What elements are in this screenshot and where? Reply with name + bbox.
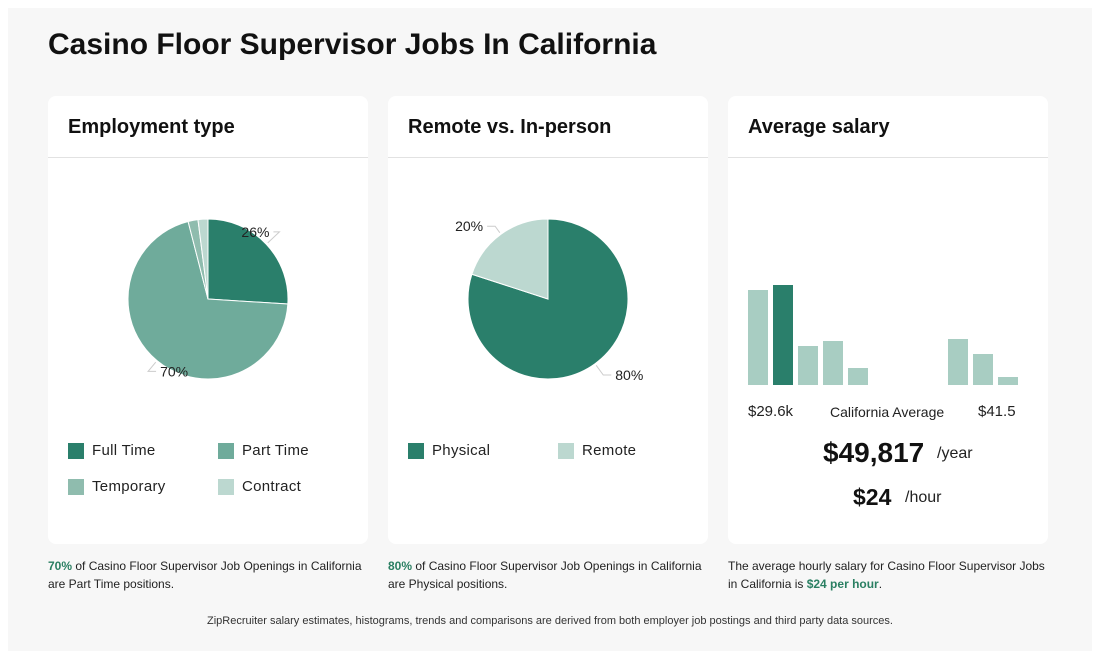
legend-remote: Remote bbox=[558, 442, 636, 459]
histogram-bar bbox=[823, 341, 843, 385]
pie-label-leader-physical bbox=[595, 365, 612, 376]
legend-label-temporary: Temporary bbox=[92, 478, 166, 495]
histogram-max-label: $41.5 bbox=[978, 403, 1016, 420]
histogram-bar bbox=[998, 377, 1018, 385]
legend-label-contract: Contract bbox=[242, 478, 302, 495]
pie-label-remote: 20% bbox=[455, 218, 483, 234]
legend-swatch-full-time bbox=[68, 442, 84, 459]
salary-caption-end: . bbox=[878, 577, 883, 591]
salary-caption-highlight: $24 per hour bbox=[806, 577, 879, 591]
average-salary-card: Average salary $29.6k California Average… bbox=[728, 96, 1048, 544]
legend-swatch-physical bbox=[408, 442, 424, 459]
page-title: Casino Floor Supervisor Jobs In Californ… bbox=[48, 28, 657, 61]
histogram-average-label: California Average bbox=[830, 404, 945, 420]
yearly-salary-unit: /year bbox=[937, 445, 973, 462]
pie-label-part-time: 70% bbox=[160, 363, 188, 379]
pie-label-leader-remote bbox=[487, 225, 501, 233]
employment-type-title: Employment type bbox=[48, 96, 368, 158]
hourly-salary-unit: /hour bbox=[905, 489, 942, 506]
histogram-bar bbox=[773, 285, 793, 385]
legend-contract: Contract bbox=[218, 478, 301, 495]
legend-swatch-remote bbox=[558, 442, 574, 459]
histogram-bar bbox=[948, 339, 968, 385]
yearly-salary-value: $49,817 bbox=[823, 437, 925, 468]
legend-label-remote: Remote bbox=[582, 442, 637, 459]
histogram-bar bbox=[798, 346, 818, 385]
legend-physical: Physical bbox=[408, 442, 490, 459]
remote-caption: 80% of Casino Floor Supervisor Job Openi… bbox=[388, 557, 708, 593]
legend-label-full-time: Full Time bbox=[92, 442, 156, 459]
histogram-bar bbox=[973, 354, 993, 385]
employment-type-pie-chart: 26% 70% bbox=[127, 218, 289, 380]
remote-vs-in-person-pie-chart: 80% 20% bbox=[455, 218, 643, 383]
employment-caption-text: of Casino Floor Supervisor Job Openings … bbox=[48, 559, 362, 591]
pie-label-physical: 80% bbox=[615, 367, 643, 383]
pie-label-leader-full-time bbox=[267, 231, 281, 244]
salary-caption: The average hourly salary for Casino Flo… bbox=[728, 557, 1048, 593]
legend-label-part-time: Part Time bbox=[242, 442, 309, 459]
legend-part-time: Part Time bbox=[218, 442, 309, 459]
remote-caption-highlight: 80% bbox=[388, 559, 413, 573]
pie-label-leader-part-time bbox=[147, 361, 157, 372]
remote-vs-in-person-title: Remote vs. In-person bbox=[388, 96, 708, 158]
salary-caption-text: The average hourly salary for Casino Flo… bbox=[728, 559, 1045, 591]
employment-type-card: Employment type 26% 70% Full Time Part Ti… bbox=[48, 96, 368, 544]
salary-histogram bbox=[748, 285, 1018, 385]
remote-caption-text: of Casino Floor Supervisor Job Openings … bbox=[388, 559, 702, 591]
histogram-bar bbox=[848, 368, 868, 385]
legend-swatch-contract bbox=[218, 478, 234, 495]
pie-slice-contract bbox=[197, 218, 209, 300]
pie-slice-full-time bbox=[207, 218, 289, 305]
legend-temporary: Temporary bbox=[68, 478, 166, 495]
hourly-salary-value: $24 bbox=[853, 484, 892, 510]
histogram-bar bbox=[748, 290, 768, 385]
employment-type-caption: 70% of Casino Floor Supervisor Job Openi… bbox=[48, 557, 368, 593]
legend-label-physical: Physical bbox=[432, 442, 491, 459]
data-source-footnote: ZipRecruiter salary estimates, histogram… bbox=[207, 615, 893, 627]
remote-vs-in-person-card: Remote vs. In-person 80% 20% Physical Rem… bbox=[388, 96, 708, 544]
average-salary-title: Average salary bbox=[728, 96, 1048, 158]
legend-swatch-part-time bbox=[218, 442, 234, 459]
legend-swatch-temporary bbox=[68, 478, 84, 495]
histogram-min-label: $29.6k bbox=[748, 403, 794, 420]
legend-full-time: Full Time bbox=[68, 442, 156, 459]
pie-slice-remote bbox=[471, 218, 549, 300]
employment-caption-highlight: 70% bbox=[48, 559, 73, 573]
pie-label-full-time: 26% bbox=[241, 224, 269, 240]
pie-slice-part-time bbox=[127, 220, 289, 380]
